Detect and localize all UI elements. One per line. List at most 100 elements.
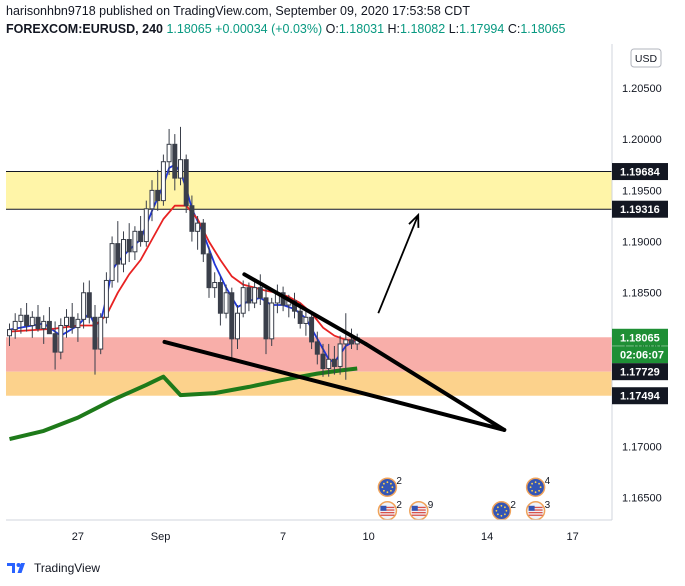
candle	[189, 195, 195, 242]
eu-star	[497, 506, 499, 509]
candle-body-down	[155, 189, 161, 202]
candle	[246, 282, 252, 312]
low-label: L:	[448, 22, 460, 36]
candle-body-down	[320, 353, 326, 369]
candle	[206, 246, 212, 298]
candle-body-up	[29, 316, 35, 327]
eu-star	[500, 504, 503, 507]
price-label: 1.17494	[612, 387, 668, 405]
candle	[103, 272, 109, 324]
us-stripe	[411, 506, 426, 509]
candle	[349, 328, 354, 350]
candle	[314, 331, 320, 365]
price-label: 1.19316	[612, 200, 668, 218]
eu-star	[538, 489, 540, 492]
footer-brand[interactable]: TradingView	[34, 561, 101, 575]
candle-body-down	[331, 358, 337, 367]
eu-flag-icon[interactable]	[491, 501, 512, 521]
candle	[217, 276, 223, 326]
currency-button[interactable]	[630, 48, 662, 68]
candle	[69, 302, 75, 334]
candle	[18, 308, 24, 334]
event-count: 2	[510, 500, 516, 511]
candle-body-down	[126, 239, 132, 253]
price-label-bg	[612, 328, 668, 346]
close-label: C:	[507, 22, 521, 36]
price-label-text: 1.17494	[620, 391, 661, 403]
candle	[35, 305, 41, 332]
candles-layer	[7, 126, 360, 380]
low-value: 1.17994	[459, 22, 505, 36]
price-tick-label: 1.20000	[622, 134, 662, 146]
candle	[160, 154, 166, 206]
publish-info: harisonhbn9718 published on TradingView.…	[6, 4, 470, 18]
event-marker[interactable]: 2	[491, 500, 516, 521]
candle	[41, 315, 47, 344]
candle-body-down	[183, 159, 189, 207]
eu-star	[497, 513, 499, 516]
candle-body-down	[35, 316, 41, 330]
price-tick-label: 1.18500	[622, 288, 662, 300]
candle-body-down	[314, 341, 320, 355]
candle-body-up	[235, 312, 240, 340]
candle-body-up	[98, 316, 104, 350]
candle	[29, 311, 35, 338]
eu-star	[500, 514, 503, 517]
price-label: 1.17729	[612, 363, 668, 381]
zones-layer	[6, 171, 612, 396]
candle-body-up	[132, 230, 138, 253]
candle-body-up	[7, 329, 12, 337]
eu-star	[531, 482, 533, 485]
trendline[interactable]	[242, 272, 368, 346]
candle	[223, 284, 229, 319]
us-stripe	[411, 509, 426, 511]
time-tick-label: 7	[280, 531, 286, 543]
eu-star	[505, 509, 508, 512]
eu-star	[390, 482, 392, 485]
time-tick-label: Sep	[151, 531, 171, 543]
candle-body-up	[121, 239, 126, 265]
candle	[138, 215, 144, 247]
time-tick-label: 27	[72, 531, 84, 543]
currency-label: USD	[635, 53, 658, 65]
event-count: 9	[428, 500, 434, 511]
candle	[331, 345, 337, 375]
events-layer[interactable]: 2 2 9 2 4 3	[377, 476, 551, 521]
candle	[200, 219, 206, 263]
candle-body-down	[115, 243, 121, 265]
eu-flag-icon[interactable]	[377, 477, 398, 497]
candle-body-up	[41, 320, 47, 330]
event-marker[interactable]: 9	[409, 500, 434, 521]
price-tick-label: 1.19500	[622, 185, 662, 197]
open-label: O:	[325, 22, 339, 36]
candle	[252, 280, 258, 309]
event-marker[interactable]: 4	[525, 476, 551, 497]
price-label-bg	[612, 163, 668, 181]
candle-body-up	[75, 318, 81, 329]
candle-body-down	[92, 316, 98, 350]
symbol-label[interactable]: FOREXCOM:EURUSD, 240	[6, 22, 163, 36]
candle	[337, 335, 343, 375]
price-labels-layer: 1.19684 1.19316 1.18065 02:06:07 1.17729 1.17…	[612, 163, 668, 405]
event-count: 4	[545, 476, 551, 487]
trendline[interactable]	[363, 341, 507, 432]
projection-arrow[interactable]	[377, 214, 420, 314]
candle	[92, 305, 98, 375]
annotations-layer	[162, 212, 507, 432]
candle-body-down	[69, 316, 75, 329]
candle	[309, 313, 315, 350]
candle-body-up	[337, 343, 343, 367]
trendline[interactable]	[162, 339, 507, 432]
arrow-head	[408, 212, 420, 228]
candle-body-up	[109, 243, 115, 281]
candle-body-up	[343, 339, 349, 345]
price-label: 1.18065	[612, 328, 668, 346]
eu-flag-icon[interactable]	[525, 477, 546, 497]
price-tick-label: 1.19000	[622, 237, 662, 249]
candle	[149, 180, 155, 222]
event-marker[interactable]: 3	[525, 500, 551, 521]
event-marker[interactable]: 2	[377, 500, 402, 521]
event-marker[interactable]: 2	[377, 476, 402, 497]
price-label-text: 1.19684	[620, 167, 661, 179]
